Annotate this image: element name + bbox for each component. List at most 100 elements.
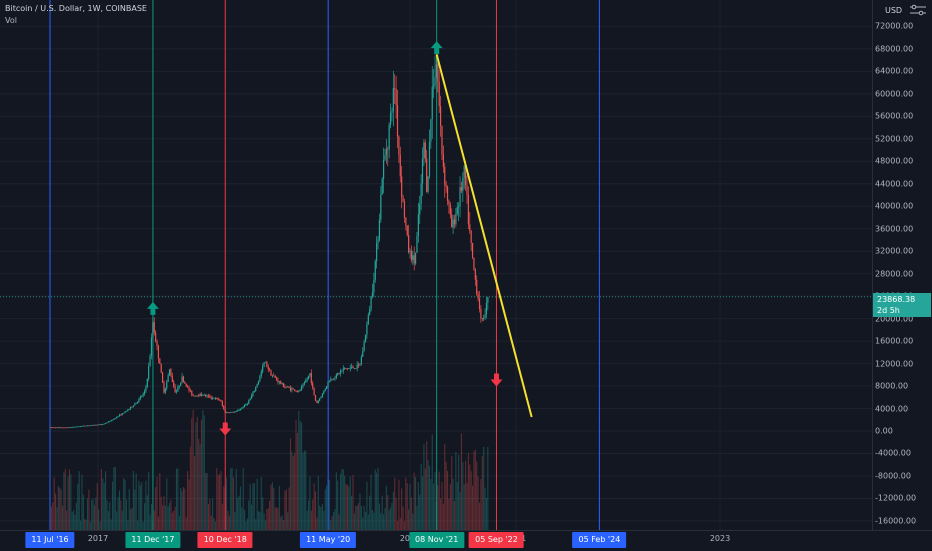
volume-bar	[484, 487, 486, 530]
volume-bar	[321, 504, 323, 530]
candle-body	[145, 386, 147, 392]
candle-body	[227, 412, 229, 414]
candle-body	[49, 427, 51, 429]
volume-bar	[100, 468, 102, 530]
candle-body	[216, 398, 218, 399]
volume-bar	[356, 505, 358, 530]
volume-legend[interactable]: Vol	[5, 16, 17, 25]
candle-body	[405, 217, 407, 226]
volume-bar	[373, 512, 375, 530]
volume-bar	[463, 484, 465, 530]
candle-body	[161, 372, 164, 383]
candle-body	[100, 424, 103, 426]
signal-arrows	[146, 41, 503, 436]
candle-body	[291, 388, 293, 391]
price-tick-label: 20000.00	[875, 314, 914, 324]
volume-bar	[68, 469, 71, 530]
candle-body	[324, 388, 326, 391]
candle-body	[334, 378, 336, 379]
volume-bar	[230, 468, 232, 530]
candle-body	[53, 427, 55, 429]
volume-bar	[294, 453, 296, 530]
candle-body	[206, 395, 208, 397]
candle-body	[431, 86, 433, 120]
symbol-title[interactable]: Bitcoin / U.S. Dollar, 1W, COINBASE	[5, 4, 147, 13]
candle-body	[114, 418, 116, 420]
volume-bar	[207, 504, 210, 530]
volume-bar	[93, 505, 96, 530]
chart-area[interactable]: Bitcoin / U.S. Dollar, 1W, COINBASE Vol	[0, 0, 872, 530]
candle-body	[332, 378, 335, 380]
candle-body	[363, 341, 365, 352]
volume-bar	[306, 510, 308, 530]
volume-bar	[131, 507, 133, 530]
candle-body	[403, 201, 406, 218]
volume-bar	[273, 487, 275, 530]
candle-body	[348, 368, 350, 369]
volume-bar	[182, 487, 184, 530]
volume-bar	[228, 515, 230, 530]
volume-bar	[109, 502, 111, 530]
volume-bar	[344, 475, 346, 530]
candle-body	[70, 427, 72, 428]
candle-body	[305, 380, 307, 383]
volume-bar	[470, 471, 472, 530]
candle-body	[181, 376, 183, 383]
volume-bar	[473, 451, 475, 530]
gear-sliders-icon[interactable]	[908, 4, 928, 16]
volume-bar	[220, 471, 222, 530]
volume-bar	[271, 482, 273, 530]
volume-bar	[145, 480, 147, 530]
trend-line[interactable]	[435, 54, 533, 418]
candle-body	[463, 165, 465, 179]
candle-body	[367, 315, 369, 324]
volume-bar	[296, 432, 298, 530]
candle-body	[82, 425, 84, 427]
candle-body	[459, 187, 461, 207]
candlestick-chart[interactable]	[0, 0, 872, 530]
candle-body	[175, 391, 178, 393]
volume-bar	[217, 475, 219, 530]
price-tick-label: 48000.00	[875, 156, 914, 166]
volume-bar	[196, 416, 198, 530]
candle-body	[60, 427, 62, 429]
candle-body	[395, 88, 397, 105]
candle-body	[103, 423, 105, 425]
volume-bar	[96, 483, 98, 530]
volume-bar	[252, 483, 254, 530]
candle-body	[171, 375, 173, 382]
candle-body	[451, 214, 453, 228]
price-axis[interactable]: USD 72000.00 68000.00 64000.00 60000.00 5600…	[872, 0, 932, 530]
candle-body	[185, 383, 187, 387]
candle-body	[93, 424, 96, 426]
volume-bar	[205, 472, 207, 530]
candle-body	[128, 408, 130, 410]
volume-bar	[53, 477, 55, 530]
volume-bar	[387, 495, 389, 530]
candle-body	[292, 388, 294, 390]
price-tick-label: 52000.00	[875, 134, 914, 144]
candle-body	[364, 334, 367, 342]
volume-bar	[227, 510, 229, 530]
candle-body	[248, 400, 250, 404]
volume-bar	[276, 507, 278, 530]
volume-bar	[280, 516, 282, 530]
volume-bar	[376, 472, 378, 530]
candle-body	[271, 375, 273, 377]
volume-bar	[320, 506, 322, 530]
candle-body	[250, 395, 253, 399]
candle-body	[377, 239, 379, 244]
candle-body	[289, 387, 292, 391]
price-tick-label: -16000.00	[875, 516, 917, 526]
candle-body	[342, 368, 344, 371]
price-tick-label: 32000.00	[875, 246, 914, 256]
candle-body	[465, 165, 467, 186]
volume-bar	[396, 521, 399, 530]
candle-body	[427, 176, 429, 192]
up-arrow-icon	[430, 41, 443, 55]
candle-body	[434, 77, 436, 86]
candle-body	[356, 364, 358, 369]
volume-bar	[310, 510, 312, 530]
volume-bar	[110, 519, 112, 530]
